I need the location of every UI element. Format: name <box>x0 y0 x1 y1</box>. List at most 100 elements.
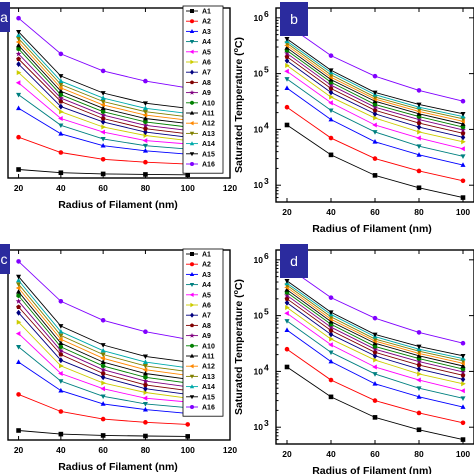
data-point <box>16 392 21 397</box>
legend-item: A1 <box>186 9 211 16</box>
legend-marker <box>189 90 195 95</box>
x-axis-title: Radius of Filament (nm) <box>58 461 178 473</box>
x-axis-title: Radius of Filament (nm) <box>312 465 432 474</box>
data-point <box>416 427 422 433</box>
panel-label: a <box>0 2 10 32</box>
data-point <box>58 150 64 155</box>
series-A7 <box>284 57 466 141</box>
data-point <box>100 363 106 369</box>
data-point <box>143 119 148 125</box>
legend-item: A12 <box>186 121 215 128</box>
legend-item: A16 <box>186 162 215 169</box>
y-tick-exponent: 5 <box>264 307 269 317</box>
legend-marker <box>189 364 194 369</box>
data-point <box>372 101 378 107</box>
x-tick-label: 80 <box>141 445 151 455</box>
data-point <box>16 259 21 264</box>
data-point <box>143 385 148 392</box>
data-point <box>460 154 466 160</box>
series-A6 <box>285 62 466 145</box>
data-point <box>416 358 422 365</box>
data-point <box>372 73 378 79</box>
y-tick-exponent: 6 <box>264 251 269 261</box>
panel-label: c <box>0 244 10 274</box>
series-A1 <box>16 428 191 439</box>
data-point <box>460 112 466 117</box>
data-point <box>372 343 378 349</box>
legend-label: A11 <box>202 111 215 118</box>
data-point <box>460 130 466 136</box>
legend-label: A10 <box>202 100 215 107</box>
data-point <box>15 80 21 86</box>
data-point <box>460 178 466 184</box>
data-point <box>58 351 64 357</box>
legend-marker <box>189 121 194 126</box>
y-tick-exponent: 6 <box>264 9 269 19</box>
legend-marker <box>190 343 194 348</box>
data-point <box>100 105 106 111</box>
legend-item: A6 <box>186 303 211 310</box>
data-point <box>143 389 149 396</box>
y-tick-label: 10 <box>254 124 264 134</box>
x-tick-label: 120 <box>223 445 237 455</box>
legend-label: A1 <box>202 9 211 16</box>
data-point <box>143 382 148 387</box>
legend-marker <box>190 100 194 105</box>
series-A4 <box>284 77 466 160</box>
legend-marker <box>189 292 194 297</box>
data-point <box>143 374 148 380</box>
data-point <box>284 327 290 332</box>
data-point <box>284 85 290 90</box>
legend-marker <box>190 69 194 75</box>
legend-label: A13 <box>202 374 215 381</box>
data-point <box>16 56 21 62</box>
data-point <box>284 57 290 64</box>
data-point <box>416 410 422 416</box>
y-axis-title: Saturated Temperature (oC) <box>233 37 245 173</box>
plot-frame <box>7 249 231 441</box>
x-tick-label: 20 <box>14 183 24 193</box>
data-point <box>328 82 334 88</box>
x-tick-label: 80 <box>141 183 151 193</box>
legend-item: A5 <box>186 49 211 56</box>
legend-item: A16 <box>186 405 215 412</box>
legend-label: A15 <box>202 394 215 401</box>
data-point <box>328 116 334 122</box>
data-point <box>100 142 106 148</box>
panel-label-box <box>0 2 10 32</box>
data-point <box>58 344 64 350</box>
data-point <box>58 370 63 377</box>
data-point <box>284 292 290 298</box>
data-point <box>142 402 148 407</box>
data-point <box>460 195 466 200</box>
legend-marker <box>189 323 195 328</box>
x-tick-label: 20 <box>282 207 292 217</box>
legend-item: A3 <box>186 29 211 36</box>
legend-item: A4 <box>186 282 211 289</box>
x-tick-label: 40 <box>326 449 336 459</box>
legend-label: A1 <box>202 252 211 259</box>
y-tick-exponent: 5 <box>264 65 269 75</box>
data-point <box>16 277 22 283</box>
data-point <box>372 173 378 178</box>
data-point <box>16 428 21 433</box>
legend-label: A14 <box>202 384 215 391</box>
data-point <box>16 70 22 76</box>
data-point <box>284 45 290 50</box>
data-point <box>16 42 22 48</box>
data-point <box>185 434 191 439</box>
data-point <box>142 406 148 412</box>
data-point <box>372 98 378 104</box>
data-point <box>143 129 148 136</box>
data-point <box>460 404 466 409</box>
data-point <box>142 105 148 111</box>
data-point <box>58 357 64 364</box>
data-point <box>372 156 378 161</box>
panel-label-text: d <box>290 253 298 269</box>
data-point <box>100 318 106 323</box>
data-point <box>373 115 378 121</box>
data-point <box>460 98 466 104</box>
y-tick-label: 10 <box>254 69 264 79</box>
data-point <box>416 88 422 93</box>
